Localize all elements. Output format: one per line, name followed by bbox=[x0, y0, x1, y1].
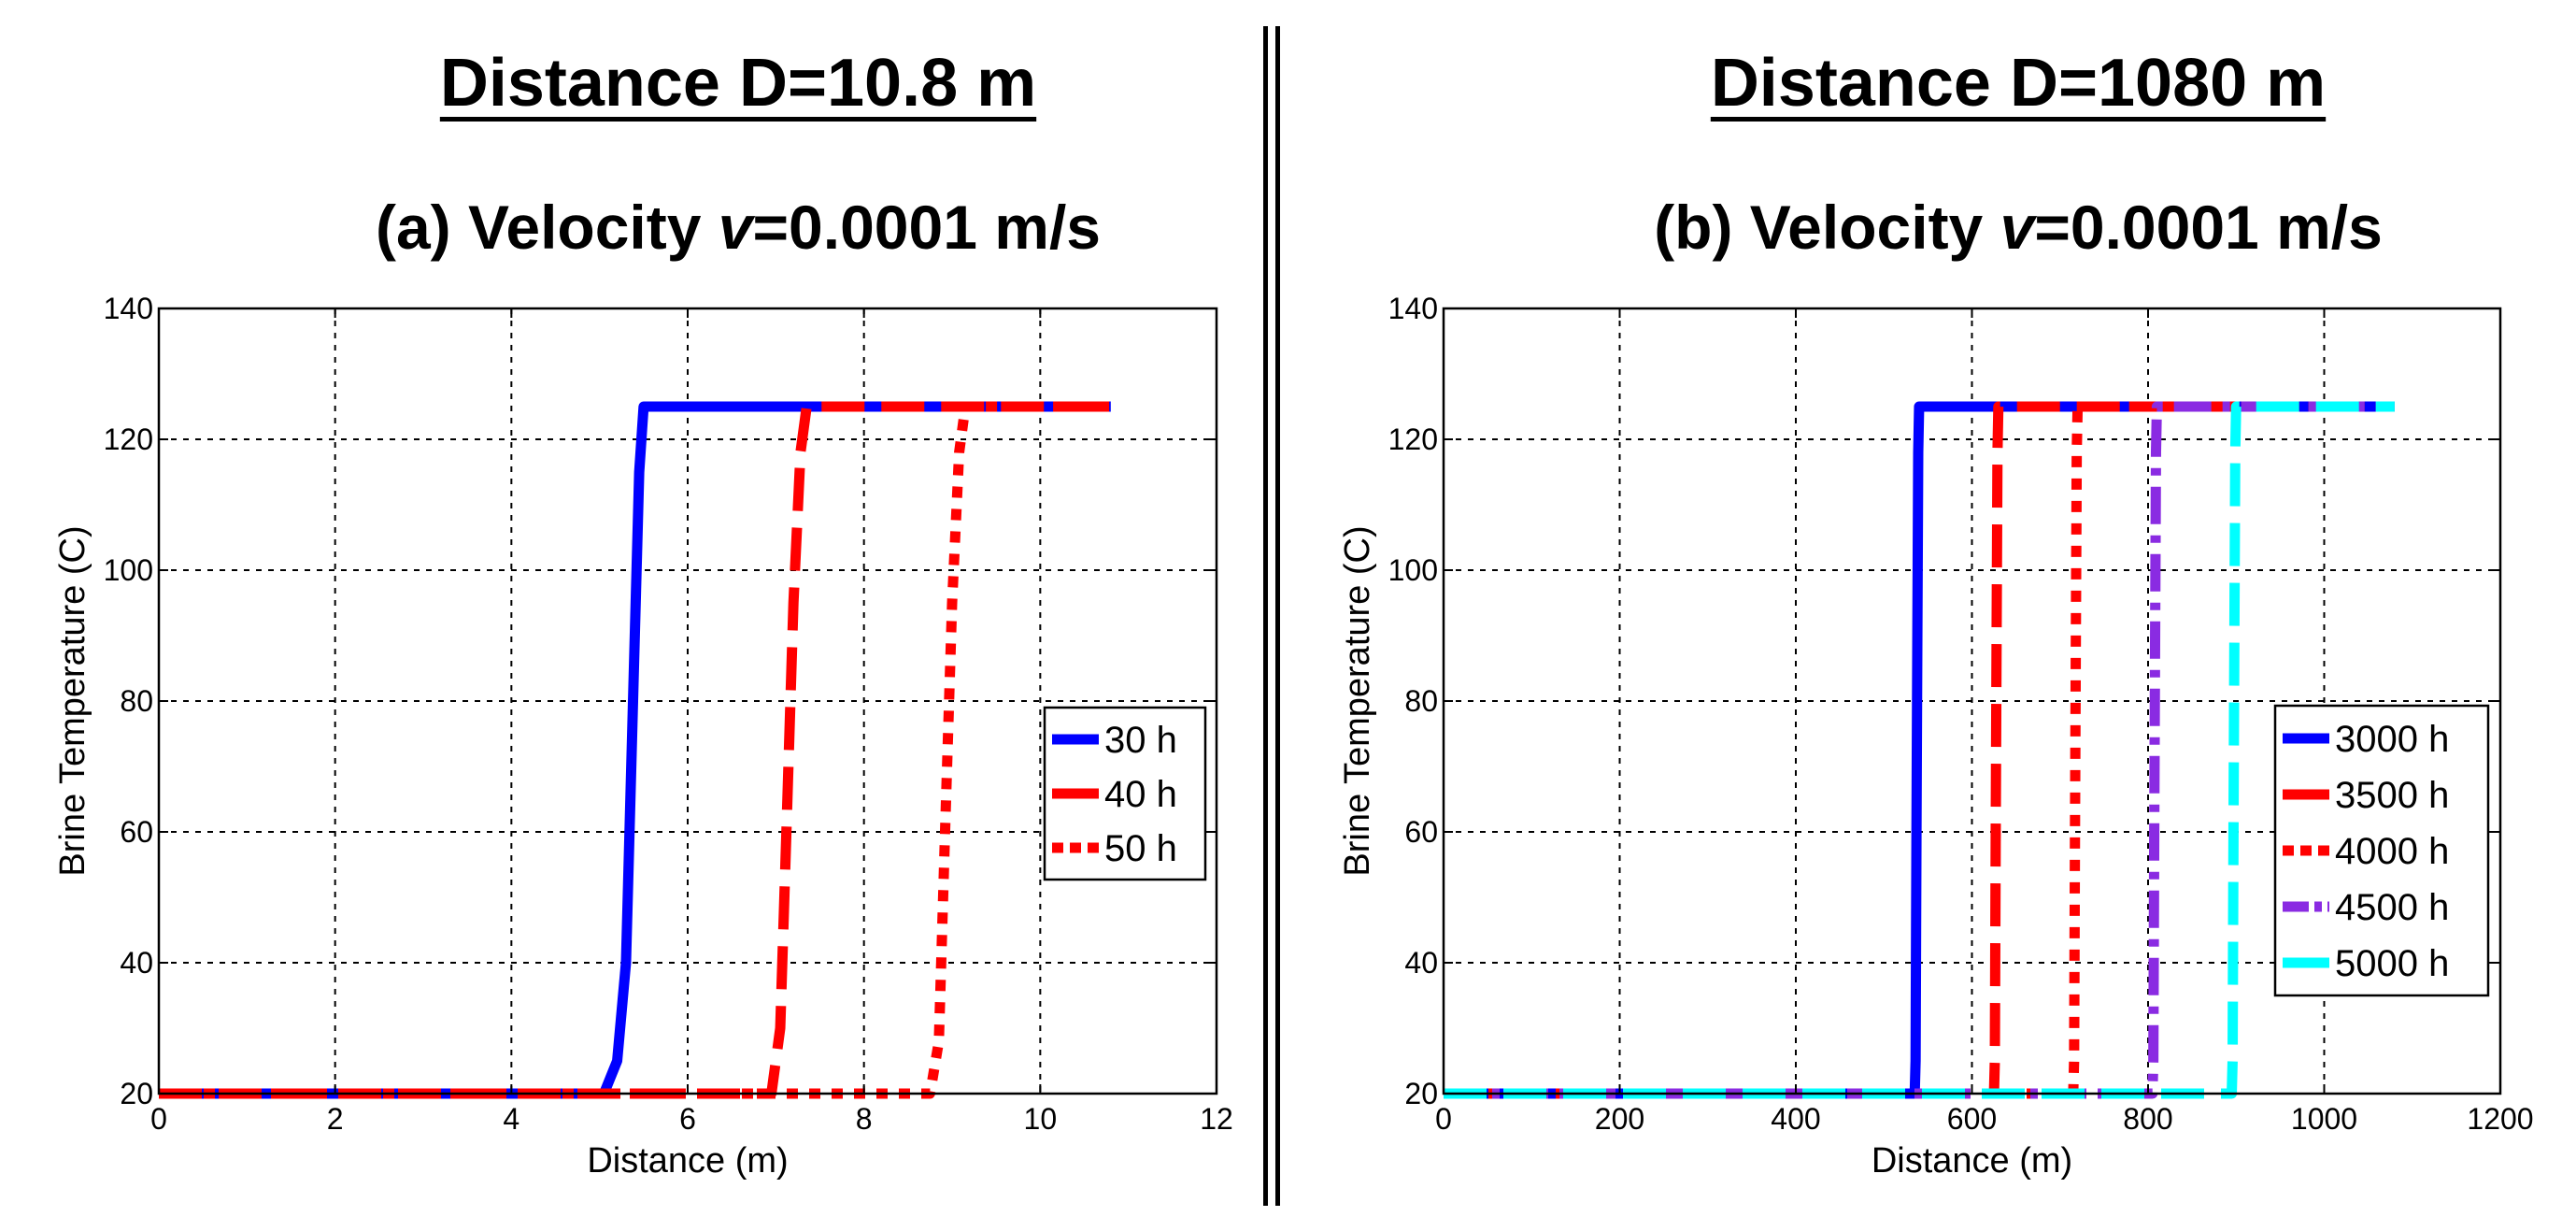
y-axis-label: Brine Temperature (C) bbox=[53, 525, 93, 876]
right-subtitle: (b) Velocity v=0.0001 m/s bbox=[1514, 192, 2523, 263]
x-tick-label: 2 bbox=[327, 1102, 344, 1136]
left-chart: 0 2 4 6 8 10 12 20 40 60 80 100 120 140 Distance (m) Br… bbox=[53, 292, 1233, 1181]
legend: 3000 h 3500 h 4000 h 4500 h 5000 h bbox=[2273, 704, 2490, 997]
series-line-3 bbox=[1444, 401, 2395, 1099]
y-tick-label: 120 bbox=[1388, 422, 1438, 456]
legend-label-3: 4000 h bbox=[2335, 831, 2449, 872]
y-tick-label: 100 bbox=[1388, 553, 1438, 587]
x-tick-label: 0 bbox=[1435, 1102, 1452, 1136]
x-tick-label: 800 bbox=[2123, 1102, 2172, 1136]
right-chart: 0 200 400 600 800 1000 1200 20 40 60 80 100 120 140 Di… bbox=[1338, 292, 2534, 1181]
x-tick-label: 1200 bbox=[2467, 1102, 2533, 1136]
x-tick-label: 400 bbox=[1771, 1102, 1820, 1136]
y-tick-label: 60 bbox=[120, 815, 153, 849]
legend-label-5: 5000 h bbox=[2335, 943, 2449, 984]
x-tick-label: 12 bbox=[1200, 1102, 1233, 1136]
y-tick-label: 20 bbox=[1404, 1077, 1438, 1110]
legend-label-2: 40 h bbox=[1104, 774, 1177, 815]
y-tick-label: 140 bbox=[104, 292, 153, 325]
legend: 30 h 40 h 50 h bbox=[1043, 706, 1207, 881]
left-subtitle-suffix: =0.0001 m/s bbox=[752, 193, 1101, 262]
legend-label-2: 3500 h bbox=[2335, 775, 2449, 816]
legend-label-1: 30 h bbox=[1104, 720, 1177, 761]
series-line-2 bbox=[159, 401, 1111, 1099]
series-line-1 bbox=[1444, 401, 2395, 1099]
right-subtitle-variable: v bbox=[2000, 193, 2035, 262]
y-tick-label: 120 bbox=[104, 422, 153, 456]
left-subtitle-variable: v bbox=[718, 193, 753, 262]
y-tick-label: 100 bbox=[104, 553, 153, 587]
series-line-1 bbox=[159, 401, 1111, 1099]
y-tick-label: 60 bbox=[1404, 815, 1438, 849]
y-tick-label: 40 bbox=[120, 946, 153, 980]
y-axis-label: Brine Temperature (C) bbox=[1338, 525, 1377, 876]
legend-label-4: 4500 h bbox=[2335, 887, 2449, 928]
y-tick-label: 140 bbox=[1388, 292, 1438, 325]
series-line-3 bbox=[159, 401, 1111, 1099]
right-subtitle-prefix: (b) Velocity bbox=[1654, 193, 2000, 262]
x-tick-label: 600 bbox=[1947, 1102, 1997, 1136]
y-tick-label: 40 bbox=[1404, 946, 1438, 980]
x-axis-label: Distance (m) bbox=[587, 1141, 788, 1181]
x-tick-label: 1000 bbox=[2291, 1102, 2357, 1136]
x-tick-label: 200 bbox=[1595, 1102, 1644, 1136]
legend-label-3: 50 h bbox=[1104, 828, 1177, 869]
left-main-title: Distance D=10.8 m bbox=[439, 46, 1037, 121]
x-tick-label: 8 bbox=[856, 1102, 873, 1136]
legend-label-1: 3000 h bbox=[2335, 719, 2449, 760]
right-subtitle-suffix: =0.0001 m/s bbox=[2034, 193, 2383, 262]
x-tick-label: 10 bbox=[1024, 1102, 1058, 1136]
left-subtitle-prefix: (a) Velocity bbox=[375, 193, 719, 262]
series-line-5 bbox=[1444, 401, 2395, 1099]
x-axis-label: Distance (m) bbox=[1872, 1141, 2072, 1181]
right-main-title: Distance D=1080 m bbox=[1710, 46, 2327, 121]
y-tick-label: 80 bbox=[120, 684, 153, 718]
series-line-2 bbox=[1444, 401, 2395, 1099]
x-tick-label: 0 bbox=[150, 1102, 167, 1136]
x-tick-label: 4 bbox=[503, 1102, 519, 1136]
double-divider-line bbox=[1263, 26, 1280, 1206]
y-tick-label: 80 bbox=[1404, 684, 1438, 718]
y-tick-label: 20 bbox=[120, 1077, 153, 1110]
left-subtitle: (a) Velocity v=0.0001 m/s bbox=[234, 192, 1243, 263]
x-tick-label: 6 bbox=[679, 1102, 696, 1136]
